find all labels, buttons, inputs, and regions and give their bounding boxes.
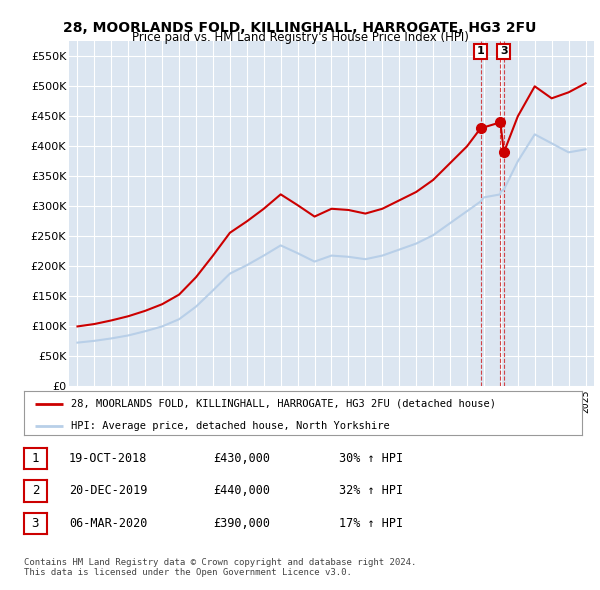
Text: 17% ↑ HPI: 17% ↑ HPI: [339, 517, 403, 530]
Text: Price paid vs. HM Land Registry's House Price Index (HPI): Price paid vs. HM Land Registry's House …: [131, 31, 469, 44]
Text: Contains HM Land Registry data © Crown copyright and database right 2024.
This d: Contains HM Land Registry data © Crown c…: [24, 558, 416, 577]
Text: 3: 3: [500, 47, 508, 57]
Text: £430,000: £430,000: [213, 452, 270, 465]
Text: 1: 1: [32, 452, 39, 465]
Text: 20-DEC-2019: 20-DEC-2019: [69, 484, 148, 497]
Text: £440,000: £440,000: [213, 484, 270, 497]
Text: 3: 3: [32, 517, 39, 530]
Text: 28, MOORLANDS FOLD, KILLINGHALL, HARROGATE, HG3 2FU: 28, MOORLANDS FOLD, KILLINGHALL, HARROGA…: [64, 21, 536, 35]
Text: £390,000: £390,000: [213, 517, 270, 530]
Text: 28, MOORLANDS FOLD, KILLINGHALL, HARROGATE, HG3 2FU (detached house): 28, MOORLANDS FOLD, KILLINGHALL, HARROGA…: [71, 399, 496, 408]
Text: 1: 1: [476, 47, 484, 57]
Text: 2: 2: [32, 484, 39, 497]
Text: 19-OCT-2018: 19-OCT-2018: [69, 452, 148, 465]
Text: 32% ↑ HPI: 32% ↑ HPI: [339, 484, 403, 497]
Text: 06-MAR-2020: 06-MAR-2020: [69, 517, 148, 530]
Text: 30% ↑ HPI: 30% ↑ HPI: [339, 452, 403, 465]
Text: HPI: Average price, detached house, North Yorkshire: HPI: Average price, detached house, Nort…: [71, 421, 390, 431]
